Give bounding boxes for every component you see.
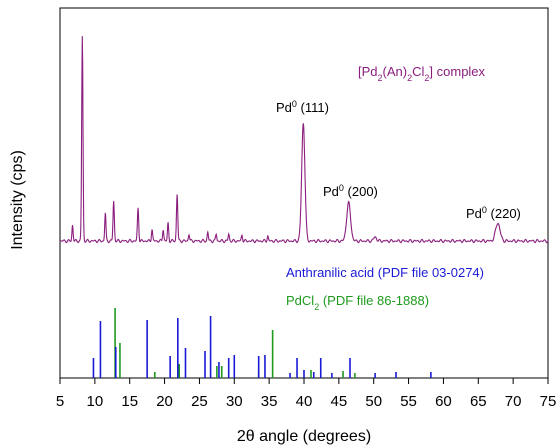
x-tick-label: 15 — [121, 393, 138, 410]
annotation-labels: [Pd2(An)2Cl2] complex Anthranilic acid (P… — [276, 64, 521, 312]
anthranilic-acid-reference-lines — [92, 316, 432, 378]
x-tick-label: 25 — [191, 393, 208, 410]
x-tick-label: 60 — [435, 393, 452, 410]
data-series — [59, 36, 549, 244]
x-tick-label: 40 — [296, 393, 313, 410]
x-tick-label: 50 — [365, 393, 382, 410]
x-tick-label: 45 — [331, 393, 348, 410]
series-label: [Pd2(An)2Cl2] complex — [358, 64, 486, 83]
x-tick-label: 30 — [226, 393, 243, 410]
x-axis-label: 2θ angle (degrees) — [237, 428, 371, 445]
peak-annotation: Pd0 (111) — [276, 99, 329, 115]
x-tick-label: 10 — [87, 393, 104, 410]
series-label: PdCl2 (PDF file 86-1888) — [286, 293, 429, 312]
x-tick-label: 65 — [470, 393, 487, 410]
peak-annotation: Pd0 (200) — [323, 183, 378, 199]
x-tick-label: 20 — [156, 393, 173, 410]
series-label: Anthranilic acid (PDF file 03-0274) — [286, 265, 484, 280]
x-ticks: 5 10 15 20 25 30 35 40 45 50 55 60 65 70 75 — [56, 378, 557, 410]
x-tick-label: 55 — [400, 393, 417, 410]
x-tick-label: 5 — [56, 393, 64, 410]
peak-annotation: Pd0 (220) — [466, 205, 521, 221]
series-line — [59, 36, 549, 244]
x-tick-label: 35 — [261, 393, 278, 410]
x-tick-label: 70 — [505, 393, 522, 410]
y-axis-label: Intensity (cps) — [9, 150, 26, 250]
x-tick-label: 75 — [540, 393, 557, 410]
